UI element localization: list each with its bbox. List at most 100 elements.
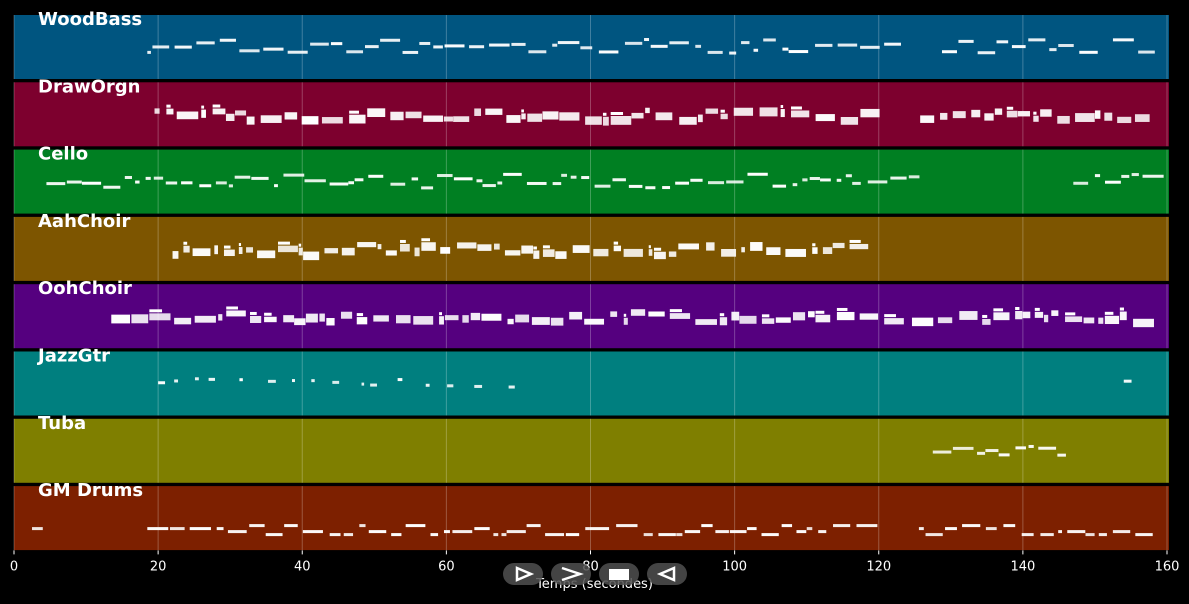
note: [489, 43, 510, 47]
note: [1043, 314, 1049, 323]
note: [631, 112, 644, 119]
note: [251, 176, 269, 180]
note: [263, 47, 284, 51]
note: [268, 379, 276, 383]
note: [775, 317, 791, 323]
note: [443, 530, 450, 534]
note: [860, 108, 880, 118]
note: [321, 117, 343, 124]
note: [925, 533, 943, 537]
note: [662, 186, 671, 190]
note: [952, 446, 974, 450]
track-cello: Cello: [13, 144, 1169, 214]
note: [147, 50, 151, 54]
note: [679, 116, 697, 125]
note: [645, 186, 656, 190]
note: [1085, 533, 1095, 537]
note: [413, 316, 434, 325]
note: [815, 314, 831, 323]
note: [985, 527, 997, 531]
note: [533, 250, 540, 259]
note: [1017, 111, 1030, 117]
note: [239, 378, 243, 382]
note: [430, 533, 439, 537]
stop-button[interactable]: [599, 563, 639, 585]
note: [1104, 311, 1114, 315]
note: [715, 530, 729, 534]
note: [183, 245, 190, 253]
note: [565, 533, 580, 537]
note: [439, 316, 444, 325]
note: [1065, 316, 1083, 323]
note: [706, 242, 715, 251]
note: [521, 113, 526, 120]
note: [152, 45, 170, 49]
note: [215, 181, 227, 185]
track-name: GM Drums: [38, 480, 143, 501]
note: [419, 41, 431, 45]
note: [319, 313, 325, 322]
note: [425, 383, 430, 387]
note: [402, 50, 419, 54]
note: [225, 113, 235, 121]
note: [474, 108, 482, 116]
note: [46, 182, 66, 186]
note: [669, 41, 689, 45]
note: [1134, 114, 1150, 122]
note: [1104, 112, 1113, 121]
note: [1015, 310, 1023, 320]
note: [423, 115, 443, 122]
note: [390, 182, 406, 186]
note: [832, 242, 845, 249]
note: [918, 527, 924, 531]
note: [212, 108, 226, 115]
back-button[interactable]: [647, 563, 687, 585]
note: [226, 306, 238, 310]
note: [719, 313, 725, 317]
note: [822, 247, 833, 254]
note: [984, 113, 994, 121]
note: [731, 311, 740, 321]
note: [135, 180, 140, 184]
note: [176, 111, 199, 120]
note: [1040, 533, 1054, 537]
note: [1133, 318, 1154, 328]
note: [993, 308, 1004, 312]
note: [373, 315, 389, 322]
note: [585, 527, 590, 531]
note: [782, 47, 789, 51]
note: [533, 246, 537, 250]
track-lane: [14, 486, 1169, 551]
note: [1051, 310, 1059, 316]
note: [219, 38, 236, 42]
note: [397, 378, 403, 382]
note: [385, 250, 397, 256]
note: [753, 48, 759, 52]
note: [521, 245, 534, 254]
note: [545, 533, 565, 537]
note: [818, 530, 827, 534]
note: [147, 527, 169, 531]
track-name: OohChoir: [38, 278, 132, 299]
note: [1131, 173, 1139, 177]
note: [812, 247, 818, 254]
note: [145, 176, 151, 180]
note: [792, 312, 806, 321]
note: [443, 116, 453, 122]
note: [66, 180, 82, 184]
note: [729, 51, 737, 55]
note: [644, 38, 650, 42]
note: [1021, 533, 1034, 537]
note: [437, 174, 453, 178]
note: [284, 112, 298, 120]
note: [820, 178, 831, 182]
note: [747, 172, 768, 176]
note: [1075, 113, 1095, 122]
note: [952, 111, 966, 119]
play-button[interactable]: [503, 563, 543, 585]
note: [174, 379, 179, 383]
note: [283, 315, 295, 323]
forward-button[interactable]: [551, 563, 591, 585]
note: [511, 42, 526, 46]
note: [750, 242, 763, 251]
